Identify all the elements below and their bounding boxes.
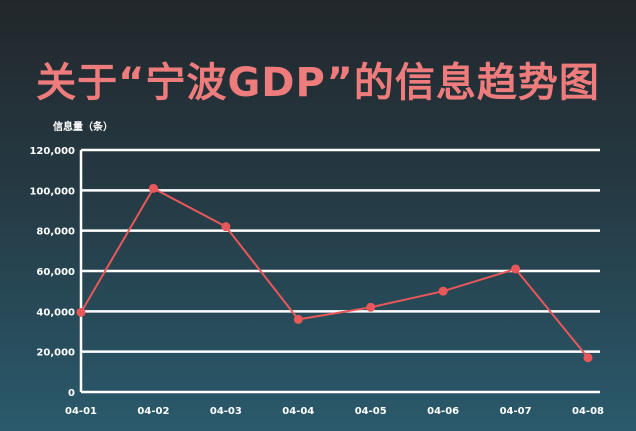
y-tick-label: 100,000: [29, 186, 75, 197]
data-point: [366, 302, 376, 312]
x-tick-label: 04-07: [500, 406, 532, 417]
data-point: [583, 353, 593, 363]
data-point: [76, 307, 86, 317]
y-tick-label: 80,000: [36, 227, 75, 238]
data-point: [511, 264, 521, 274]
series-line: [80, 186, 589, 359]
y-tick-label: 40,000: [36, 307, 75, 318]
x-tick-label: 04-04: [282, 406, 314, 417]
chart-title: 关于“宁波GDP”的信息趋势图: [36, 60, 600, 106]
x-tick-label: 04-05: [355, 406, 387, 417]
x-tick-label: 04-02: [137, 406, 169, 417]
x-tick-label: 04-08: [572, 406, 604, 417]
y-axis-label: 信息量（条）: [53, 122, 113, 133]
data-point: [293, 314, 303, 324]
x-tick-label: 04-03: [210, 406, 242, 417]
data-point: [438, 286, 448, 296]
y-tick-label: 60,000: [36, 267, 75, 278]
data-point: [148, 183, 158, 193]
y-tick-label: 0: [68, 388, 75, 399]
x-tick-label: 04-01: [65, 406, 97, 417]
y-tick-label: 20,000: [36, 348, 75, 359]
data-point: [221, 222, 231, 232]
y-tick-label: 120,000: [29, 146, 75, 157]
x-tick-label: 04-06: [427, 406, 459, 417]
